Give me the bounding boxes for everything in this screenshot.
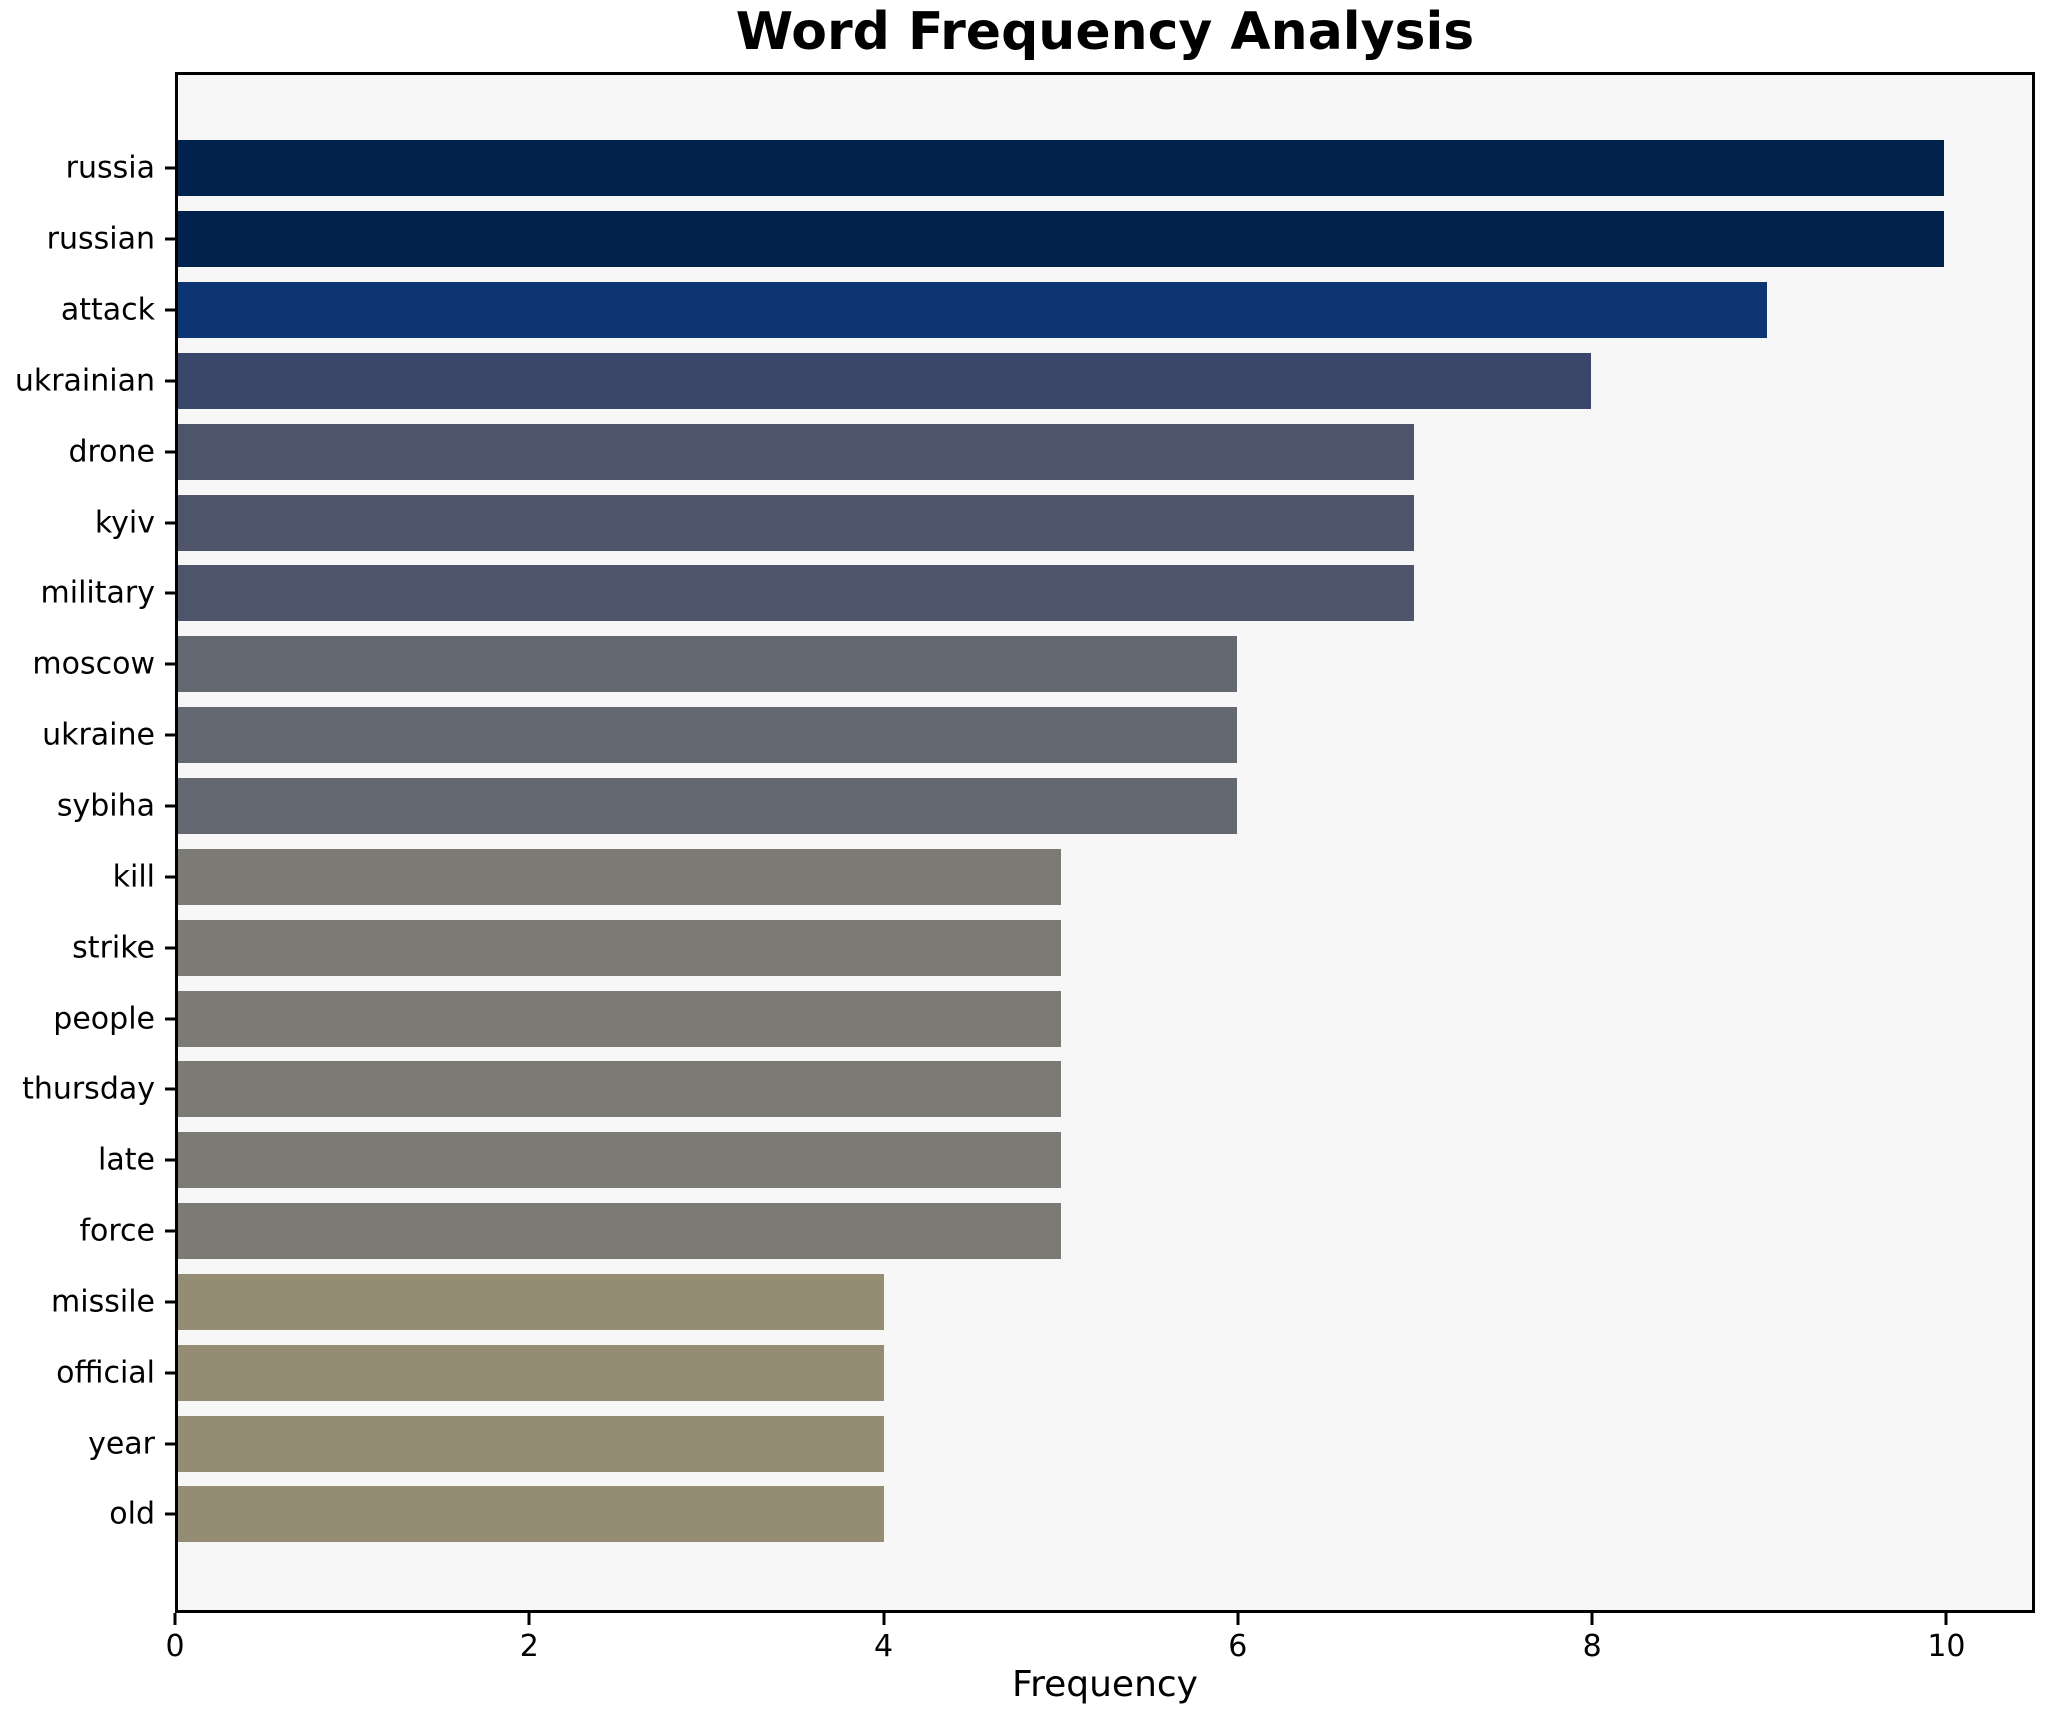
y-tick-mark [165,166,175,170]
bar [178,494,1414,551]
x-tick-mark [882,1613,886,1625]
y-tick-label: people [53,1001,155,1037]
x-tick-mark [1944,1613,1948,1625]
y-tick-mark [165,1371,175,1375]
bar-row: late [98,1125,2032,1196]
bar [178,140,1944,197]
bar [178,636,1238,693]
bar-row: force [79,1196,2032,1267]
y-tick-label: kyiv [94,505,155,541]
bar [178,1203,1061,1260]
y-tick-mark [165,521,175,525]
bar-row: russian [47,204,2032,275]
bar [178,352,1591,409]
bar-row: drone [68,416,2032,487]
y-tick-label: strike [72,930,155,966]
bar [178,778,1238,835]
y-tick-mark [165,1087,175,1091]
bar [178,1486,885,1543]
bar [178,919,1061,976]
x-tick-mark [173,1613,177,1625]
bar-row: kill [113,841,2032,912]
y-tick-mark [165,591,175,595]
y-tick-mark [165,1229,175,1233]
y-tick-mark [165,733,175,737]
bar [178,565,1414,622]
y-tick-mark [165,308,175,312]
bar-row: thursday [22,1054,2032,1125]
bar-row: ukrainian [15,346,2032,417]
bar-row: old [109,1479,2032,1550]
y-tick-label: late [98,1142,155,1178]
y-tick-label: military [40,575,155,611]
bar-row: people [53,983,2032,1054]
y-tick-label: official [56,1355,155,1391]
y-tick-mark [165,662,175,666]
y-tick-label: russia [65,150,155,186]
y-tick-mark [165,450,175,454]
y-tick-label: drone [68,434,155,470]
y-tick-label: attack [60,292,155,328]
x-axis-label: Frequency [1012,1664,1198,1705]
bar-row: russia [66,133,2032,204]
y-tick-label: moscow [32,646,155,682]
y-tick-label: year [88,1426,155,1462]
bar-row: strike [72,912,2032,983]
x-tick-label: 2 [519,1629,539,1664]
bar-row: attack [61,275,2032,346]
y-tick-label: old [109,1496,155,1532]
y-tick-label: thursday [22,1071,155,1107]
bar [178,990,1061,1047]
x-tick-label: 10 [1927,1629,1966,1664]
bar-row: moscow [32,629,2032,700]
bar [178,1344,885,1401]
bar-row: military [41,558,2032,629]
x-tick-label: 4 [874,1629,894,1664]
x-tick-label: 8 [1582,1629,1602,1664]
bar-row: sybiha [57,771,2032,842]
bar [178,707,1238,764]
y-tick-mark [165,1158,175,1162]
bar [178,423,1414,480]
y-tick-label: ukrainian [14,363,155,399]
y-tick-mark [165,379,175,383]
bar [178,848,1061,905]
y-tick-label: sybiha [56,788,155,824]
bar [178,1132,1061,1189]
x-tick-label: 6 [1228,1629,1248,1664]
y-tick-mark [165,946,175,950]
y-tick-label: russian [46,221,155,257]
bar [178,282,1768,339]
bars-container: russia russian attack ukrainian drone kyiv mil… [15,133,2032,1550]
bar-row: ukraine [42,700,2032,771]
y-tick-mark [165,804,175,808]
bar [178,1061,1061,1118]
x-tick-mark [527,1613,531,1625]
y-tick-label: force [79,1213,155,1249]
bar-row: year [88,1408,2032,1479]
bar-row: kyiv [95,487,2032,558]
x-axis: 0 2 4 6 8 10 [165,1613,2035,1673]
chart-title: Word Frequency Analysis [735,2,1475,62]
y-tick-label: ukraine [42,717,155,753]
x-tick-label: 0 [165,1629,185,1664]
y-tick-mark [165,237,175,241]
y-tick-label: kill [112,859,155,895]
plot-area: russia russian attack ukrainian drone kyiv mil… [15,72,2035,1613]
y-tick-mark [165,1442,175,1446]
y-tick-mark [165,1017,175,1021]
bar-row: official [56,1337,2032,1408]
y-tick-mark [165,1512,175,1516]
bar [178,1415,885,1472]
bar [178,1273,885,1330]
y-tick-mark [165,1300,175,1304]
bar-row: missile [51,1267,2032,1338]
y-tick-mark [165,875,175,879]
x-tick-mark [1236,1613,1240,1625]
bar [178,211,1944,268]
x-tick-mark [1590,1613,1594,1625]
y-tick-label: missile [51,1284,155,1320]
